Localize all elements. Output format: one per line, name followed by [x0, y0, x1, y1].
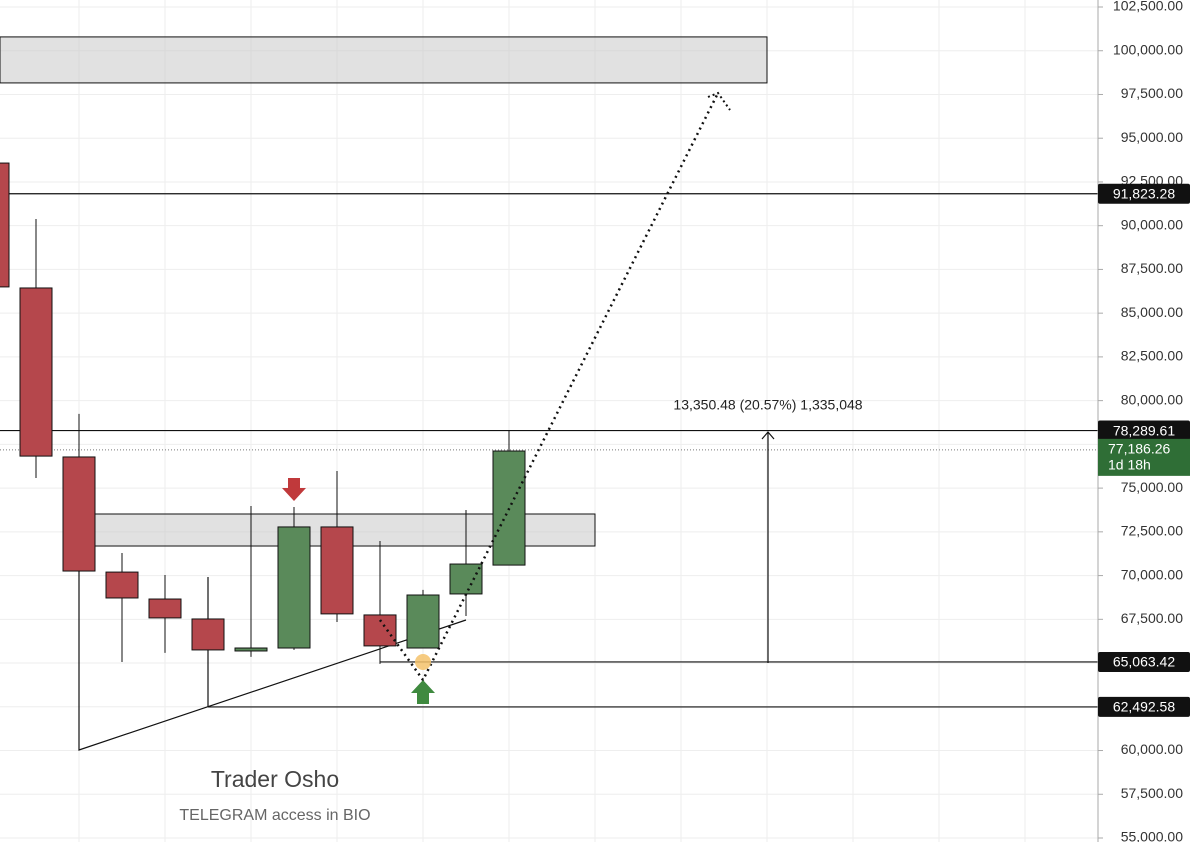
zones: [0, 36, 768, 547]
candle-body: [0, 162, 10, 288]
last-price-label: 77,186.26: [1108, 441, 1170, 457]
candle-body: [492, 450, 526, 566]
signal-dot: [415, 654, 431, 670]
countdown-label: 1d 18h: [1108, 457, 1151, 473]
projection-path: [378, 92, 720, 683]
y-tick-label: 75,000.00: [1121, 479, 1183, 495]
candle-body: [191, 618, 225, 651]
y-tick-label: 102,500.00: [1113, 0, 1183, 14]
sell-arrow: [282, 478, 306, 501]
level-label: 62,492.58: [1113, 699, 1175, 715]
axis-labels: 55,000.0057,500.0060,000.0062,500.0065,0…: [1098, 0, 1190, 842]
y-tick-label: 57,500.00: [1121, 785, 1183, 801]
candle-body: [277, 526, 311, 649]
y-tick-label: 90,000.00: [1121, 216, 1183, 232]
watermark-subtitle: TELEGRAM access in BIO: [179, 807, 370, 824]
y-tick-label: 97,500.00: [1121, 85, 1183, 101]
measure-arrowhead: [761, 431, 775, 440]
measure-label: 13,350.48 (20.57%) 1,335,048: [673, 397, 862, 413]
grid: [0, 0, 1098, 842]
last-price-badge: [1098, 438, 1190, 476]
levels: [0, 193, 1098, 708]
y-tick-label: 55,000.00: [1121, 829, 1183, 842]
y-tick-label: 82,500.00: [1121, 348, 1183, 364]
candle-body: [449, 563, 483, 595]
level-badge: [1098, 651, 1190, 672]
level-badge: [1098, 696, 1190, 717]
y-tick-label: 95,000.00: [1121, 129, 1183, 145]
y-tick-label: 70,000.00: [1121, 566, 1183, 582]
candle-body: [363, 614, 397, 647]
buy-arrow: [411, 680, 435, 704]
candle-body: [234, 647, 268, 652]
candle-body: [406, 594, 440, 649]
y-tick-label: 67,500.00: [1121, 610, 1183, 626]
level-label: 91,823.28: [1113, 185, 1175, 201]
projection-arrowhead: [707, 91, 731, 111]
y-tick-label: 100,000.00: [1113, 41, 1183, 57]
candles: [0, 162, 526, 751]
zone: [0, 36, 768, 84]
y-tick-label: 87,500.00: [1121, 260, 1183, 276]
level-badge: [1098, 183, 1190, 204]
candle-body: [19, 287, 53, 457]
y-tick-label: 80,000.00: [1121, 391, 1183, 407]
level-badge: [1098, 420, 1190, 441]
candle-body: [148, 598, 182, 619]
y-tick-label: 85,000.00: [1121, 304, 1183, 320]
y-tick-label: 60,000.00: [1121, 741, 1183, 757]
y-tick-label: 72,500.00: [1121, 523, 1183, 539]
candle-body: [320, 526, 354, 615]
level-label: 65,063.42: [1113, 654, 1175, 670]
candle-body: [105, 571, 139, 599]
candle-body: [62, 456, 96, 572]
watermark-title: Trader Osho: [211, 766, 339, 792]
level-label: 78,289.61: [1113, 422, 1175, 438]
